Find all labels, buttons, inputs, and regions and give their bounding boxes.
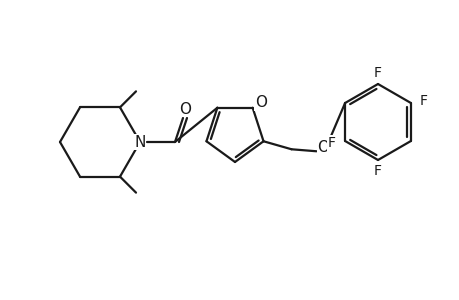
Text: N: N xyxy=(134,134,146,149)
Text: O: O xyxy=(254,95,266,110)
Text: F: F xyxy=(373,66,381,80)
Text: F: F xyxy=(419,94,427,108)
Text: F: F xyxy=(373,164,381,178)
Text: O: O xyxy=(317,140,329,155)
Text: F: F xyxy=(327,136,336,150)
Text: O: O xyxy=(179,101,190,116)
